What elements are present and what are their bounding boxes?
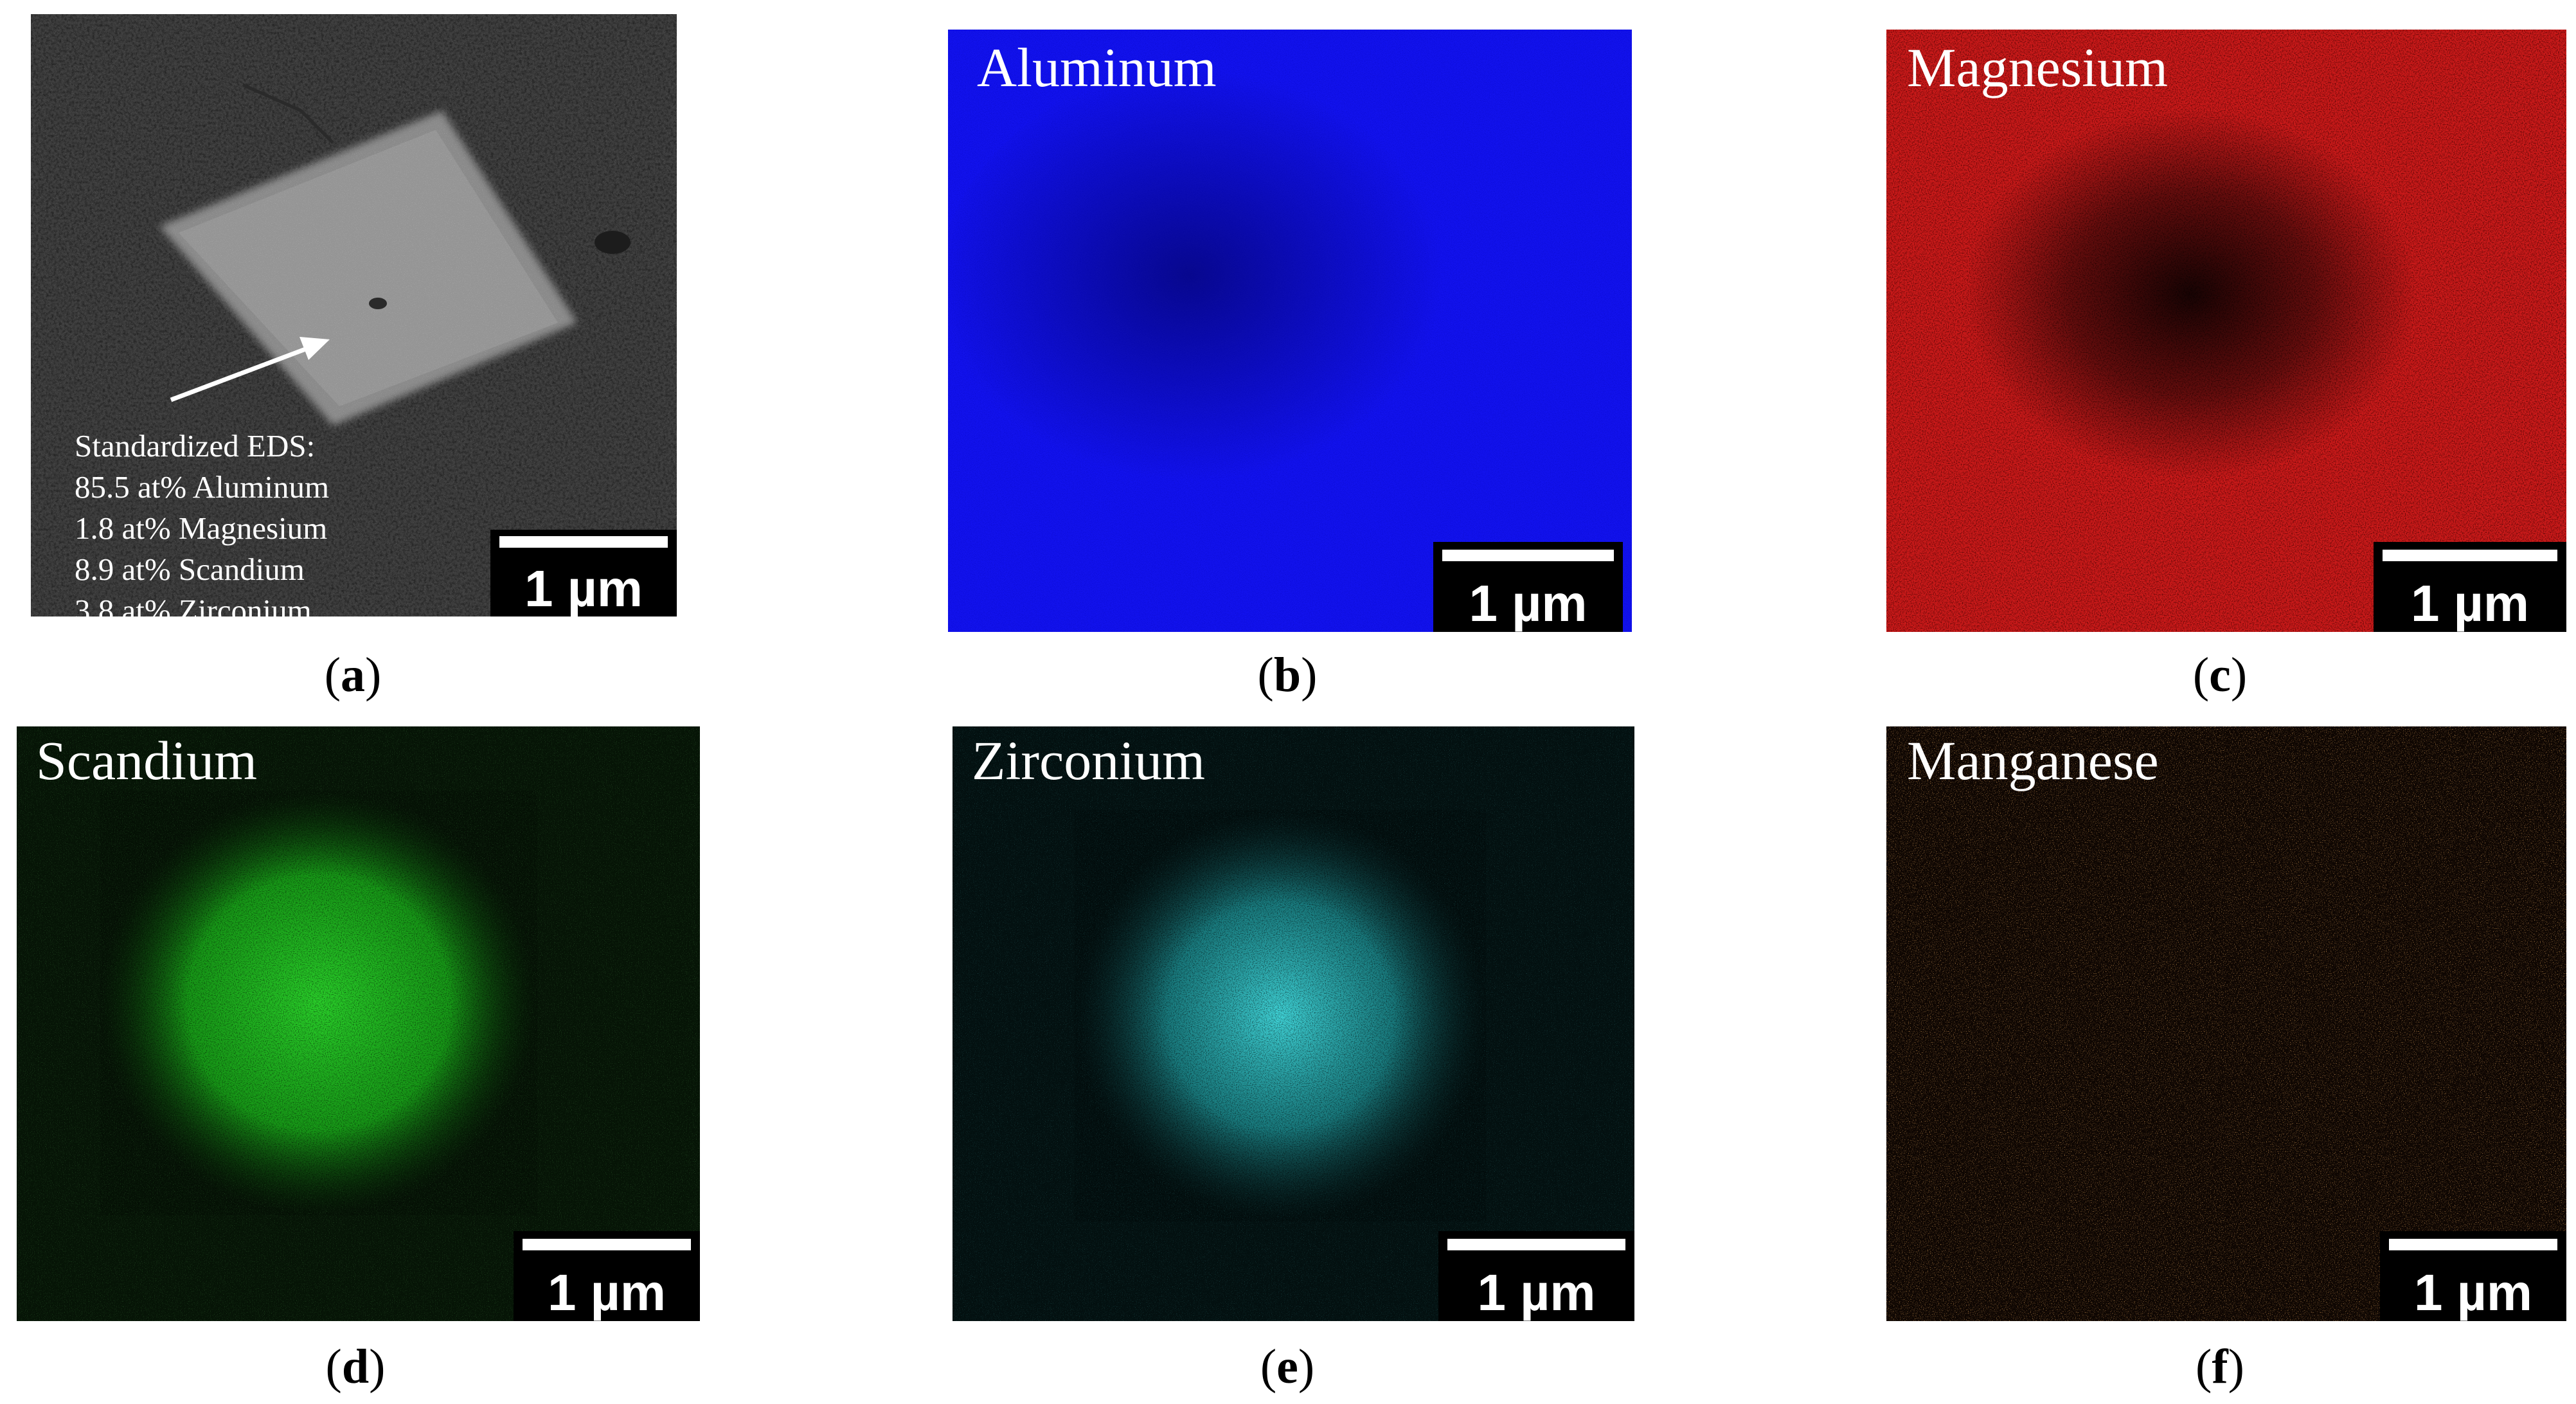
eds-map-scandium: Scandium 1 µm — [17, 726, 700, 1321]
scale-bar-label: 1 µm — [2411, 575, 2529, 632]
scale-bar: 1 µm — [1438, 1231, 1634, 1321]
element-label-zirconium: Zirconium — [972, 730, 1206, 791]
sem-image-panel: Standardized EDS: 85.5 at% Aluminum 1.8 … — [31, 14, 677, 616]
element-label-scandium: Scandium — [36, 730, 257, 791]
eds-map-zirconium: Zirconium 1 µm — [953, 726, 1634, 1321]
scale-bar-label: 1 µm — [548, 1264, 666, 1321]
caption-a: (a) — [324, 648, 382, 702]
element-label-magnesium: Magnesium — [1907, 37, 2169, 98]
caption-b: (b) — [1257, 648, 1318, 702]
eds-map-manganese: Manganese 1 µm — [1886, 726, 2566, 1321]
caption-f: (f) — [2196, 1340, 2244, 1394]
eds-line-aluminum: 85.5 at% Aluminum — [75, 469, 330, 505]
eds-line-magnesium: 1.8 at% Magnesium — [75, 510, 328, 546]
eds-map-zirconium-image — [953, 726, 1634, 1321]
caption-e: (e) — [1260, 1340, 1315, 1394]
scale-bar: 1 µm — [1433, 542, 1623, 632]
scale-bar: 1 µm — [514, 1231, 700, 1321]
scale-bar: 1 µm — [490, 530, 677, 616]
annotation-arrow — [170, 337, 330, 402]
scale-bar-label: 1 µm — [1469, 575, 1588, 632]
eds-map-scandium-image — [17, 726, 700, 1321]
eds-line-scandium: 8.9 at% Scandium — [75, 552, 305, 587]
eds-map-manganese-image — [1886, 726, 2566, 1321]
eds-line-zirconium: 3.8 at% Zirconium — [75, 593, 312, 616]
scale-bar-label: 1 µm — [524, 560, 643, 616]
eds-annotation: Standardized EDS: 85.5 at% Aluminum 1.8 … — [75, 426, 329, 616]
scale-bar-label: 1 µm — [2414, 1264, 2532, 1321]
element-label-manganese: Manganese — [1907, 730, 2159, 791]
eds-map-magnesium-image — [1886, 30, 2566, 632]
sem-image — [31, 14, 677, 616]
caption-c: (c) — [2192, 648, 2248, 702]
scale-bar: 1 µm — [2380, 1231, 2566, 1321]
caption-d: (d) — [325, 1340, 386, 1394]
eds-map-aluminum-image — [948, 30, 1632, 632]
scale-bar: 1 µm — [2374, 542, 2566, 632]
eds-map-aluminum: Aluminum 1 µm — [948, 30, 1632, 632]
scale-bar-label: 1 µm — [1477, 1264, 1596, 1321]
eds-heading: Standardized EDS: — [75, 428, 316, 464]
eds-map-magnesium: Magnesium 1 µm — [1886, 30, 2566, 632]
element-label-aluminum: Aluminum — [977, 37, 1217, 98]
